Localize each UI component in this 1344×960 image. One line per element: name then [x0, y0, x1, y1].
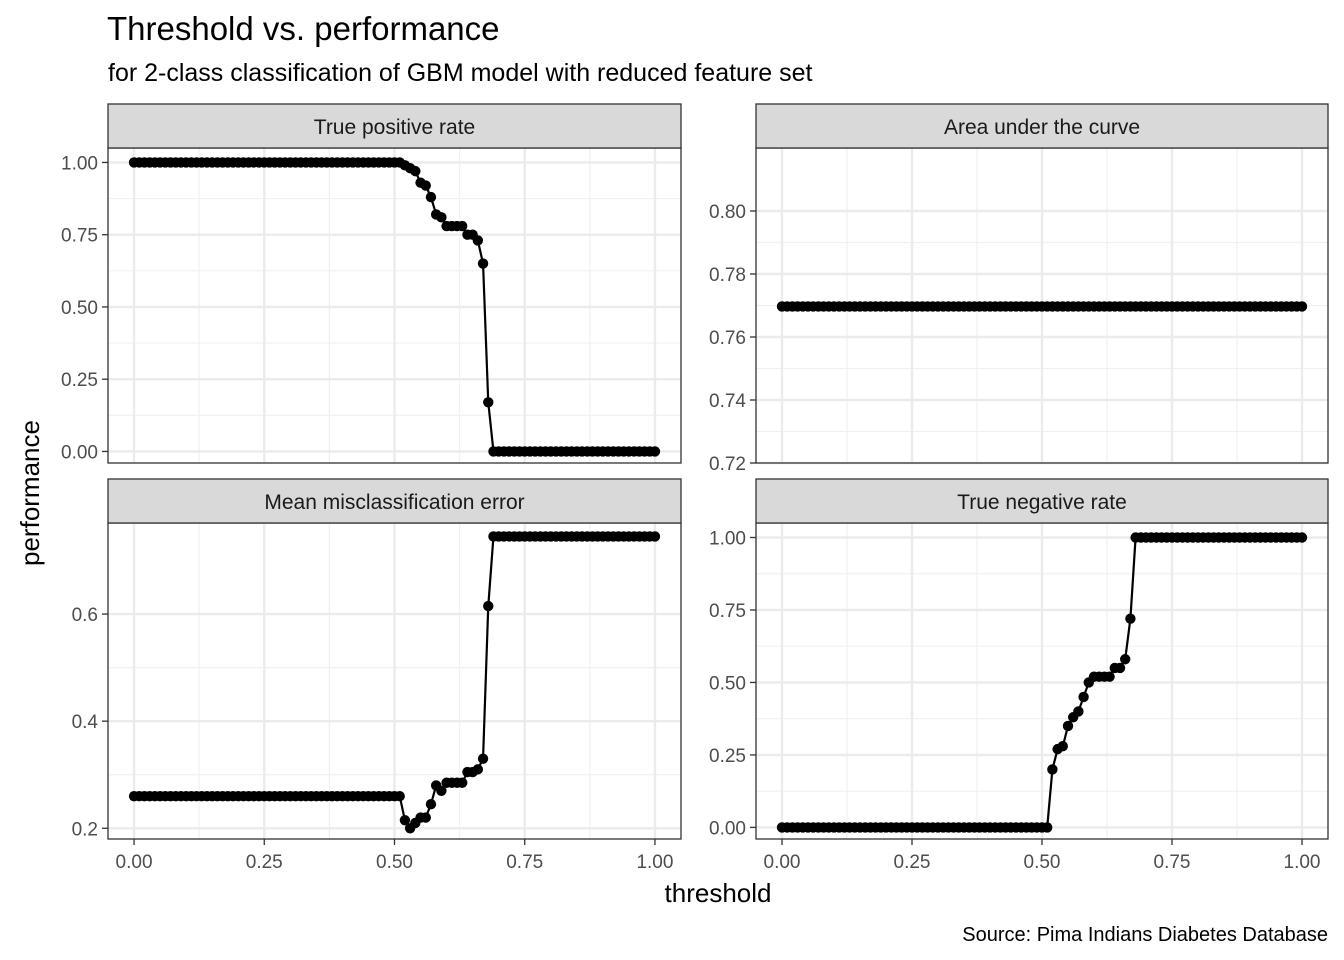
panel-1: True positive rate 0.00 0.25 0.50 0.75 1.00: [61, 103, 682, 464]
data-point: [1296, 532, 1308, 543]
data-point: [436, 212, 447, 223]
data-point: [649, 531, 661, 542]
panel-3: Mean misclassification error 0.2 0.4 0.6 0.0…: [72, 478, 682, 873]
data-point: [394, 790, 405, 802]
x-axis-title: threshold: [665, 878, 772, 908]
strip-background: [755, 103, 1329, 149]
y-axis-title: performance: [15, 420, 45, 566]
y-tick-label: 0.25: [709, 746, 746, 767]
data-point: [1296, 301, 1308, 312]
y-tick-label: 0.78: [709, 265, 746, 286]
data-point: [457, 220, 468, 232]
data-point: [1062, 720, 1074, 732]
x-tick-label: 0.75: [506, 852, 543, 873]
data-point: [420, 812, 431, 823]
y-tick-label: 0.72: [709, 454, 746, 475]
data-point: [1073, 706, 1084, 717]
data-point: [477, 753, 489, 764]
data-point: [1047, 764, 1058, 775]
data-point: [1057, 741, 1069, 752]
y-tick-label: 0.4: [72, 712, 99, 733]
x-tick-label: 0.75: [1154, 852, 1191, 873]
x-tick-label: 0.25: [246, 852, 283, 873]
data-point: [1114, 662, 1126, 674]
chart-subtitle: for 2-class classification of GBM model …: [108, 59, 813, 87]
strip-label: True positive rate: [314, 116, 475, 139]
chart-caption: Source: Pima Indians Diabetes Database: [962, 924, 1328, 946]
facet-panels: True positive rate 0.00 0.25 0.50 0.75 1.00 Ar…: [61, 103, 1329, 873]
y-tick-label: 0.25: [61, 370, 98, 391]
y-tick-label: 0.50: [709, 673, 746, 694]
y-tick-label: 0.74: [709, 391, 746, 412]
panel-2: Area under the curve 0.72 0.74 0.76 0.78 0.80: [709, 103, 1329, 475]
data-point: [1078, 691, 1089, 703]
y-tick-label: 1.00: [61, 153, 98, 174]
data-point: [425, 191, 437, 203]
data-point: [1125, 613, 1136, 624]
data-point: [436, 785, 447, 796]
strip-background: [755, 478, 1329, 524]
x-tick-label: 0.25: [894, 852, 931, 873]
data-point: [472, 235, 484, 246]
y-tick-label: 0.6: [72, 605, 98, 626]
y-tick-label: 0.2: [72, 819, 98, 840]
strip-label: Area under the curve: [944, 116, 1140, 139]
chart-title: Threshold vs. performance: [107, 10, 500, 47]
y-tick-label: 0.80: [709, 202, 746, 223]
panel-4: True negative rate 0.00 0.25 0.50 0.75 1.00 0.…: [709, 478, 1329, 873]
data-point: [420, 180, 431, 191]
data-point: [1120, 654, 1131, 665]
data-point: [410, 165, 421, 177]
strip-label: True negative rate: [957, 491, 1127, 514]
y-tick-label: 0.50: [61, 298, 98, 319]
y-tick-label: 0.00: [61, 442, 98, 463]
y-tick-label: 0.75: [709, 601, 746, 622]
x-tick-label: 0.50: [1024, 852, 1061, 873]
x-tick-label: 0.50: [376, 852, 413, 873]
data-point: [1042, 822, 1053, 833]
strip-background: [107, 478, 682, 524]
data-point: [1104, 671, 1115, 682]
data-point: [483, 600, 494, 612]
x-tick-label: 0.00: [116, 852, 153, 873]
data-point: [425, 798, 437, 810]
data-point: [457, 777, 468, 788]
x-tick-label: 0.00: [764, 852, 801, 873]
y-tick-label: 0.76: [709, 328, 746, 349]
strip-label: Mean misclassification error: [264, 491, 524, 514]
data-point: [399, 815, 411, 826]
data-point: [649, 446, 661, 457]
x-tick-label: 1.00: [1284, 852, 1321, 873]
y-tick-label: 1.00: [709, 528, 746, 549]
data-point: [472, 764, 484, 775]
data-point: [483, 397, 494, 408]
y-tick-label: 0.75: [61, 226, 98, 247]
x-tick-label: 1.00: [636, 852, 673, 873]
y-tick-label: 0.00: [709, 818, 746, 839]
strip-background: [107, 103, 682, 149]
data-point: [477, 258, 489, 269]
